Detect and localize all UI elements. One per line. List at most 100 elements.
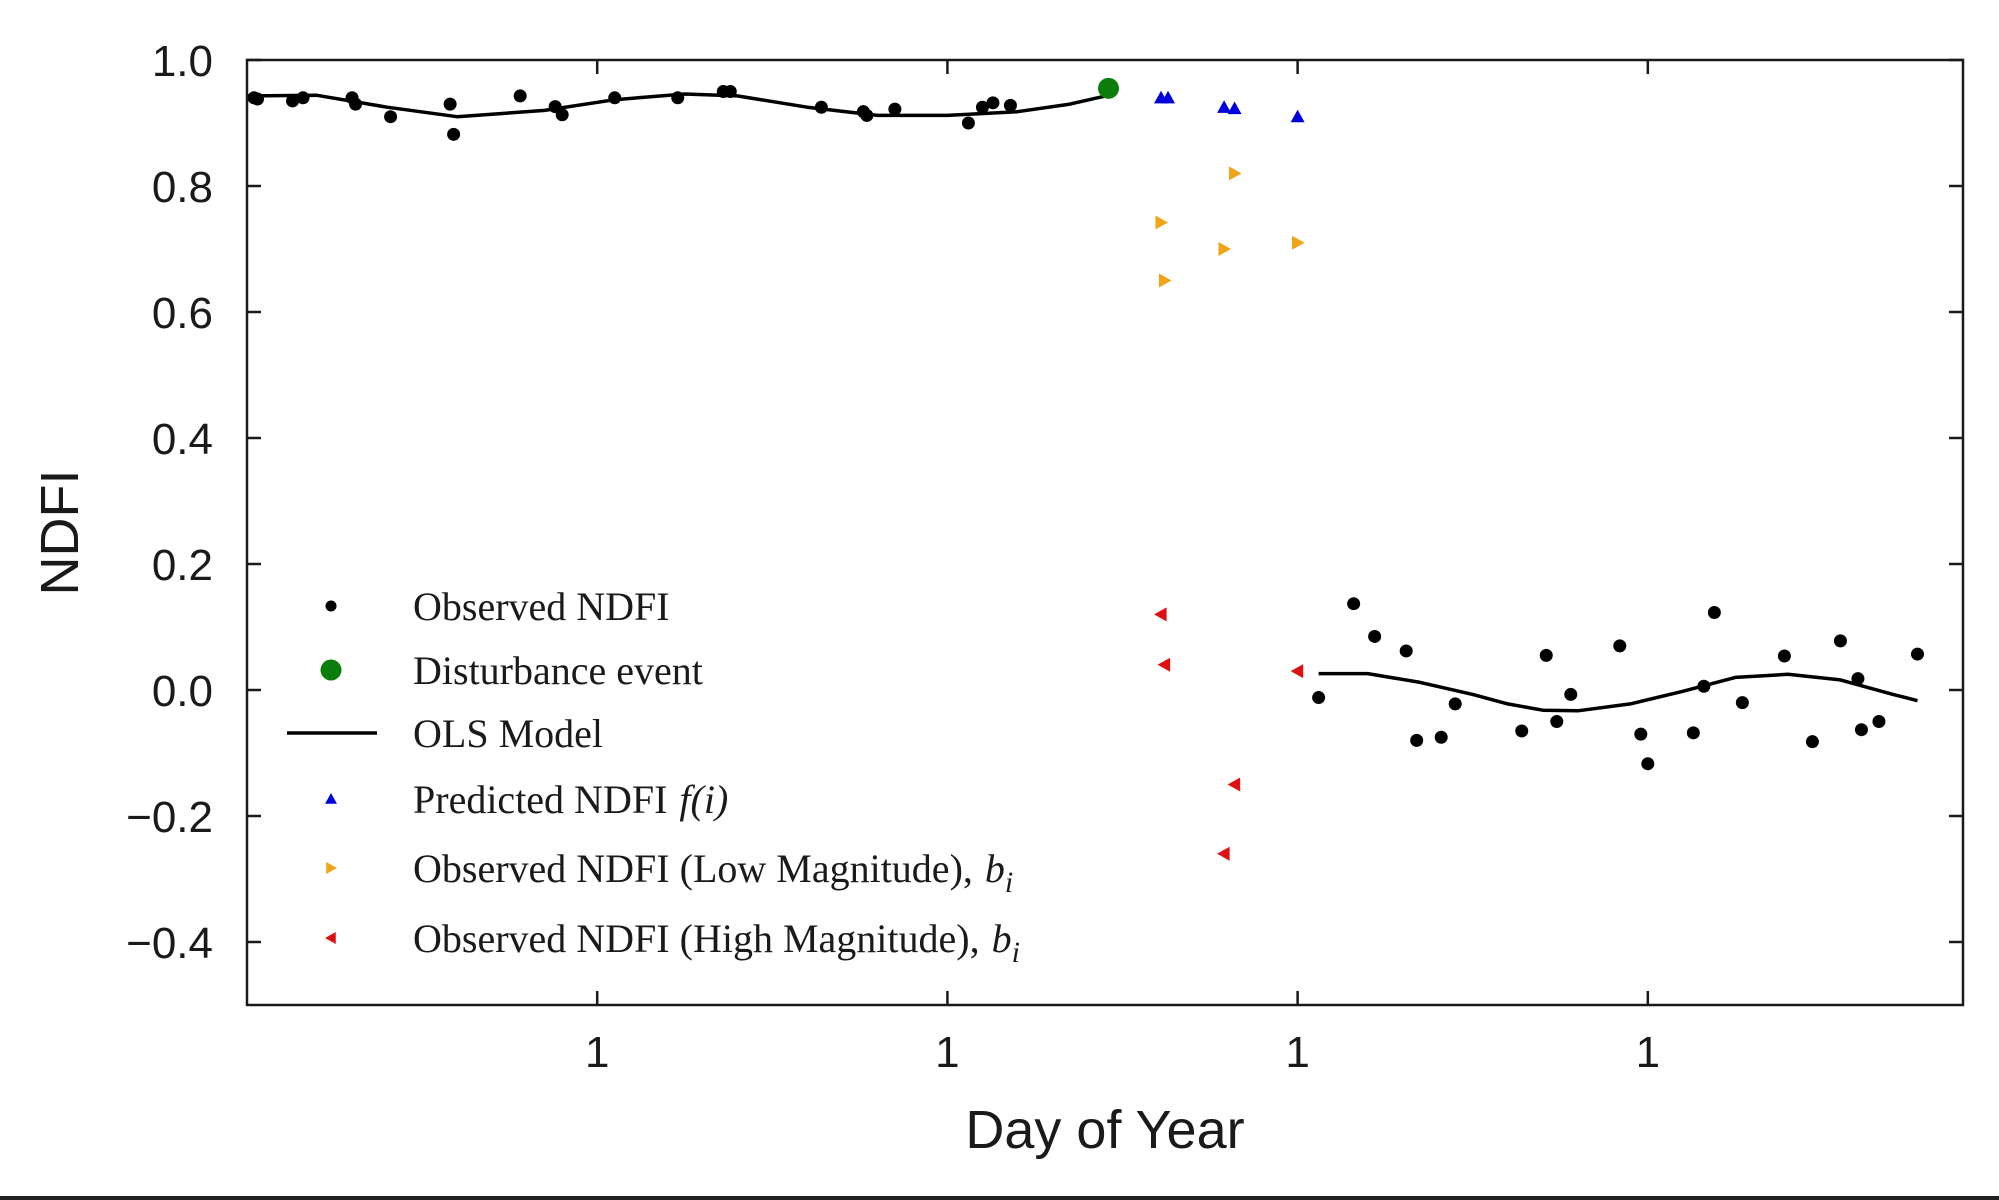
observed-ndfi-low-magnitude-point (1155, 215, 1169, 230)
legend-label-math-sub: i (1012, 936, 1020, 969)
axis-ticks: 1 1 1 1 1.0 0.8 0.6 0.4 0.2 0.0 −0.2 −0.4 (126, 37, 1963, 1077)
observed-ndfi-high-magnitude-point (1154, 607, 1167, 622)
observed-ndfi-point (1613, 639, 1627, 653)
observed-ndfi-point (723, 85, 737, 98)
observed-ndfi-high-magnitude-point (1157, 657, 1171, 672)
observed-ndfi-point (1686, 726, 1700, 740)
legend-label: Observed NDFI (Low Magnitude), bi (413, 846, 1013, 899)
y-tick-label: −0.2 (126, 793, 213, 842)
observed-ndfi-point (1854, 723, 1868, 737)
observed-ndfi-high-magnitude-point (1290, 664, 1304, 679)
observed-ndfi-point (1399, 644, 1413, 658)
observed-ndfi-high-magnitude-point (1227, 777, 1241, 792)
observed-ndfi-point (1410, 733, 1424, 747)
observed-ndfi-point (1707, 606, 1721, 620)
y-tick-label: 0.8 (152, 163, 213, 212)
legend-label-text: Predicted NDFI (413, 777, 667, 822)
legend-label-text: Observed NDFI (413, 584, 670, 629)
observed-ndfi-point (1833, 634, 1847, 648)
legend-marker-swatch (325, 793, 337, 804)
observed-ndfi-point (1872, 715, 1886, 728)
legend-label-text: Disturbance event (413, 648, 703, 693)
x-tick-label: 1 (1636, 1028, 1660, 1077)
observed-ndfi-point (1448, 697, 1462, 711)
observed-ndfi-low-magnitude-point (1158, 273, 1172, 288)
disturbance-event-point (1098, 77, 1120, 99)
observed-ndfi-point (443, 97, 457, 111)
observed-ndfi-point (608, 91, 622, 105)
observed-ndfi-point (296, 91, 310, 105)
x-tick-label: 1 (585, 1028, 609, 1077)
observed-ndfi-point (1910, 647, 1924, 661)
observed-ndfi-point (986, 96, 1000, 110)
observed-ndfi-point (555, 108, 569, 122)
legend-marker-swatch (326, 862, 337, 874)
observed-ndfi-point (975, 100, 989, 114)
predicted-ndfi-point (1161, 90, 1176, 104)
legend-marker-swatch (320, 659, 342, 681)
legend-marker-swatch (325, 932, 336, 944)
observed-ndfi-point (888, 102, 902, 116)
observed-ndfi-point (1641, 757, 1655, 771)
y-axis-title: NDFI (30, 470, 90, 596)
legend-label-math: b (992, 916, 1012, 961)
ols-model-line (1318, 671, 1918, 713)
observed-ndfi-point (1312, 691, 1326, 705)
predicted-ndfi-point (1217, 100, 1232, 113)
observed-ndfi-point (251, 92, 265, 106)
observed-ndfi-point (447, 127, 461, 141)
observed-ndfi-point (349, 97, 363, 111)
observed-ndfi-point (1564, 687, 1578, 701)
x-tick-label: 1 (1285, 1028, 1309, 1077)
observed-ndfi-point (814, 100, 828, 114)
y-tick-label: 0.2 (152, 541, 213, 590)
observed-ndfi-point (671, 91, 685, 105)
chart-marks (246, 77, 1924, 861)
observed-ndfi-point (384, 110, 398, 124)
legend-label: Observed NDFI (413, 584, 670, 629)
predicted-ndfi-point (1290, 109, 1305, 123)
legend-label-math: b (985, 846, 1005, 891)
plot-frame (245, 58, 1965, 1007)
y-tick-label: −0.4 (126, 919, 213, 968)
observed-ndfi-low-magnitude-point (1292, 235, 1305, 250)
observed-ndfi-point (1347, 597, 1361, 611)
observed-ndfi-point (513, 89, 527, 103)
observed-ndfi-point (1777, 649, 1791, 663)
legend-marker-swatch (325, 600, 337, 612)
observed-ndfi-low-magnitude-point (1218, 242, 1232, 256)
observed-ndfi-point (1003, 98, 1017, 112)
y-tick-label: 0.6 (152, 289, 213, 338)
observed-ndfi-low-magnitude-point (1228, 166, 1242, 181)
y-tick-label: 0.4 (152, 415, 213, 464)
legend-label-math-sub: i (1005, 866, 1013, 899)
ols-model-line (246, 92, 1109, 119)
observed-ndfi-point (1735, 696, 1749, 710)
observed-ndfi-point (1515, 724, 1529, 738)
legend-label-text: OLS Model (413, 711, 603, 756)
x-axis-title: Day of Year (965, 1100, 1244, 1160)
observed-ndfi-point (1368, 629, 1382, 643)
legend-label: OLS Model (413, 711, 603, 756)
bottom-strip (0, 1196, 1999, 1200)
observed-ndfi-point (1851, 672, 1865, 686)
observed-ndfi-point (1634, 727, 1648, 741)
legend-label-math: f(i) (679, 777, 728, 822)
x-tick-label: 1 (935, 1028, 959, 1077)
y-tick-label: 1.0 (152, 37, 213, 86)
legend: Observed NDFI Disturbance event OLS Model P… (287, 584, 1020, 969)
legend-label-text: Observed NDFI (Low Magnitude), (413, 846, 973, 891)
observed-ndfi-point (1805, 735, 1819, 749)
observed-ndfi-point (286, 94, 300, 108)
legend-label: Observed NDFI (High Magnitude), bi (413, 916, 1020, 969)
y-tick-label: 0.0 (152, 667, 213, 716)
observed-ndfi-point (1539, 648, 1553, 662)
observed-ndfi-high-magnitude-point (1217, 846, 1230, 861)
observed-ndfi-point (961, 116, 975, 130)
predicted-ndfi-point (1227, 101, 1242, 115)
legend-label: Disturbance event (413, 648, 703, 693)
observed-ndfi-point (860, 108, 874, 122)
legend-label-text: Observed NDFI (High Magnitude), (413, 916, 980, 961)
observed-ndfi-point (1550, 715, 1564, 728)
